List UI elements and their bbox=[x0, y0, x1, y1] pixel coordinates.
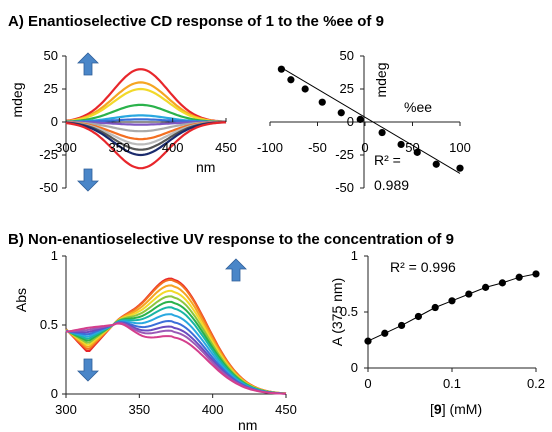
conc-x-label: [9] (mM) bbox=[430, 401, 482, 417]
uv-xtick-label: 350 bbox=[128, 402, 150, 417]
cd-arrow-up bbox=[77, 52, 99, 76]
ee-x-label: %ee bbox=[404, 99, 432, 115]
cd-arrow-down bbox=[77, 168, 99, 192]
ee-point bbox=[456, 164, 464, 172]
cd-xtick-label: 450 bbox=[215, 140, 237, 155]
cd-spectra-chart: 50 25 0 -25 -50 300 350 400 450 mdeg nm bbox=[9, 48, 237, 195]
cd-ytick-label: -25 bbox=[39, 147, 58, 162]
cd-series-line bbox=[65, 121, 227, 157]
uv-xtick-label: 300 bbox=[55, 402, 77, 417]
conc-point bbox=[532, 270, 540, 278]
uv-xtick-label: 400 bbox=[202, 402, 224, 417]
uv-series-line bbox=[65, 306, 287, 395]
cd-series-line bbox=[65, 68, 227, 123]
ee-xtick-label: 100 bbox=[449, 140, 471, 155]
ee-point bbox=[432, 160, 440, 168]
conc-point bbox=[515, 273, 523, 281]
conc-point bbox=[414, 312, 422, 321]
ee-fit-line bbox=[279, 66, 461, 174]
uv-arrow-down bbox=[77, 358, 99, 382]
cd-ytick-label: 25 bbox=[44, 81, 58, 96]
cd-xtick-label: 400 bbox=[162, 140, 184, 155]
conc-fit-curve bbox=[367, 273, 537, 342]
conc-xtick-label: 0.2 bbox=[527, 376, 545, 391]
ee-ytick-label: -50 bbox=[335, 180, 354, 195]
ee-xtick-label: -100 bbox=[257, 140, 283, 155]
abs-vs-conc-chart: 1 0.5 0 0 0.1 0.2 A (375 nm) [9] (mM) R² = 0… bbox=[329, 248, 545, 417]
cd-x-label: nm bbox=[196, 159, 215, 175]
panel-a-title: A) Enantioselective CD response of 1 to … bbox=[8, 13, 384, 30]
ee-point bbox=[301, 85, 309, 93]
ee-point bbox=[318, 98, 326, 106]
uv-series-line bbox=[65, 295, 287, 395]
uv-series-line bbox=[65, 289, 287, 395]
ee-point bbox=[337, 109, 345, 117]
uv-series-line bbox=[65, 322, 287, 395]
ee-xtick-label: 0 bbox=[361, 140, 368, 155]
conc-x-label-bold: 9 bbox=[434, 401, 442, 417]
panel-b-title: B) Non-enantioselective UV response to t… bbox=[8, 231, 454, 248]
uv-ytick-label: 0.5 bbox=[40, 317, 58, 332]
cd-xtick-label: 350 bbox=[108, 140, 130, 155]
ee-point bbox=[397, 140, 405, 149]
cd-ytick-label: 0 bbox=[51, 114, 58, 129]
conc-ytick-label: 0 bbox=[351, 360, 358, 375]
ee-point bbox=[378, 128, 386, 137]
conc-point bbox=[498, 279, 506, 287]
conc-point bbox=[381, 329, 389, 337]
ee-ytick-label: 50 bbox=[340, 48, 354, 63]
ee-xtick-label: -50 bbox=[308, 140, 327, 155]
conc-xtick-label: 0.1 bbox=[443, 376, 461, 391]
conc-point bbox=[465, 290, 473, 298]
conc-ytick-label: 0.5 bbox=[340, 304, 358, 319]
uv-series-group bbox=[65, 277, 287, 395]
ee-r2-label: R² = bbox=[374, 152, 401, 168]
uv-xtick-label: 450 bbox=[275, 402, 297, 417]
uv-x-label: nm bbox=[238, 417, 257, 432]
uv-spectra-chart: 1 0.5 0 300 350 400 450 Abs nm bbox=[13, 248, 297, 432]
conc-point bbox=[398, 321, 406, 330]
ee-r2-value: 0.989 bbox=[374, 177, 409, 193]
conc-point bbox=[448, 297, 456, 305]
cd-ytick-label: -50 bbox=[39, 180, 58, 195]
uv-ytick-label: 0 bbox=[51, 386, 58, 401]
conc-y-label: A (375 nm) bbox=[329, 278, 345, 346]
ee-point bbox=[356, 115, 364, 123]
cd-y-label: mdeg bbox=[9, 82, 25, 117]
ee-point bbox=[413, 148, 421, 156]
cd-series-line bbox=[65, 87, 227, 123]
conc-x-label-prefix: [ bbox=[430, 401, 434, 417]
conc-xtick-label: 0 bbox=[364, 376, 371, 391]
uv-y-label: Abs bbox=[13, 288, 29, 312]
conc-point bbox=[364, 337, 372, 345]
cd-ytick-label: 50 bbox=[44, 48, 58, 63]
ee-ytick-label: 25 bbox=[340, 81, 354, 96]
conc-point bbox=[482, 283, 490, 291]
ee-y-label: mdeg bbox=[373, 62, 389, 97]
ee-point bbox=[277, 65, 285, 73]
conc-ytick-label: 1 bbox=[351, 248, 358, 263]
cd-series-group bbox=[65, 68, 227, 170]
cd-series-line bbox=[65, 121, 227, 170]
ee-ytick-label: 0 bbox=[347, 114, 354, 129]
ee-point bbox=[287, 76, 295, 84]
cd-xtick-label: 300 bbox=[55, 140, 77, 155]
uv-ytick-label: 1 bbox=[51, 248, 58, 263]
conc-point bbox=[431, 303, 439, 312]
conc-r2-label: R² = 0.996 bbox=[390, 259, 456, 275]
conc-x-label-suffix: ] (mM) bbox=[442, 401, 482, 417]
uv-arrow-up bbox=[225, 258, 247, 282]
ee-ytick-label: -25 bbox=[335, 147, 354, 162]
